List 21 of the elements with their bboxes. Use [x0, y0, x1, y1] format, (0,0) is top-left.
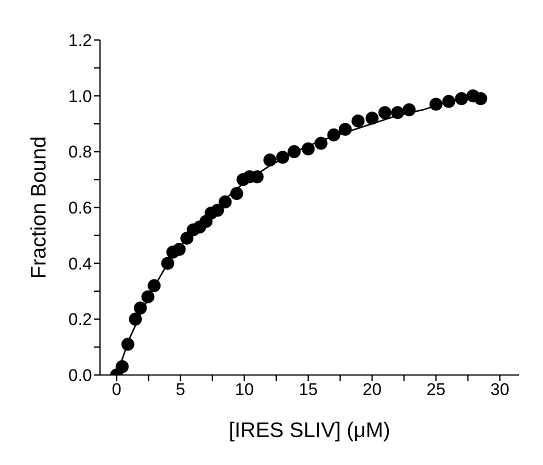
y-tick-label: 0.4 — [68, 254, 92, 274]
point — [263, 154, 276, 167]
x-axis-title: [IRES SLIV] (μM) — [228, 419, 390, 442]
x-tick-label: 5 — [176, 380, 186, 400]
point — [378, 106, 392, 120]
y-axis-title: Fraction Bound — [27, 136, 50, 279]
x-tick-label: 15 — [298, 380, 318, 400]
y-tick-label: 0.8 — [68, 142, 92, 162]
point — [366, 112, 379, 125]
x-tick-label: 10 — [234, 380, 254, 400]
x-tick-label: 30 — [490, 380, 510, 400]
point — [474, 92, 488, 106]
x-tick-label: 25 — [426, 380, 446, 400]
y-tick-label: 1.2 — [68, 31, 92, 50]
y-tick-label: 0.2 — [68, 310, 92, 330]
y-tick-label: 0.0 — [68, 366, 92, 386]
x-tick-label: 0 — [112, 380, 122, 400]
y-tick-label: 1.0 — [68, 86, 92, 106]
x-tick-label: 20 — [362, 380, 382, 400]
y-tick-label: 0.6 — [68, 198, 92, 218]
point — [352, 114, 365, 128]
